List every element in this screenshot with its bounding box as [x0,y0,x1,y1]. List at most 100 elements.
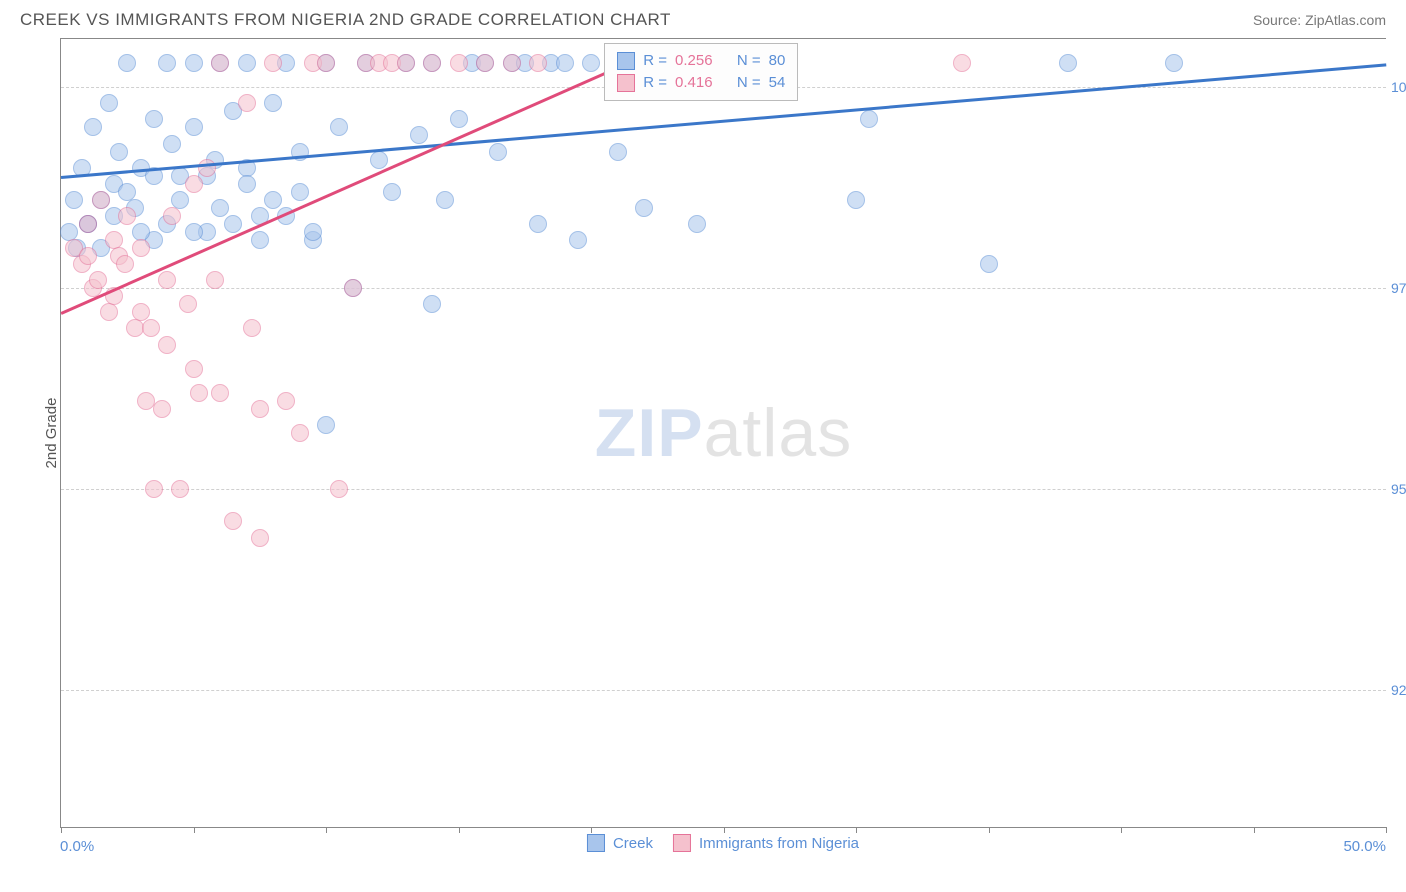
data-point [163,207,181,225]
data-point [132,239,150,257]
data-point [1059,54,1077,72]
data-point [609,143,627,161]
data-point [84,118,102,136]
data-point [142,319,160,337]
data-point [291,183,309,201]
data-point [211,199,229,217]
y-tick-label: 97.5% [1391,280,1406,296]
chart-header: CREEK VS IMMIGRANTS FROM NIGERIA 2ND GRA… [0,0,1406,38]
legend-r-value: 0.256 [675,52,713,69]
data-point [1165,54,1183,72]
data-point [163,135,181,153]
data-point [185,175,203,193]
y-tick-label: 100.0% [1391,79,1406,95]
data-point [116,255,134,273]
y-tick-label: 95.0% [1391,481,1406,497]
data-point [238,94,256,112]
legend-n-label: N = [737,52,761,69]
data-point [153,400,171,418]
data-point [132,303,150,321]
data-point [330,480,348,498]
data-point [277,392,295,410]
bottom-legend-item: Creek [587,834,653,852]
data-point [190,384,208,402]
data-point [582,54,600,72]
data-point [65,191,83,209]
legend-n-value: 80 [769,52,786,69]
data-point [118,183,136,201]
data-point [100,303,118,321]
data-point [100,94,118,112]
data-point [110,143,128,161]
legend-n-value: 54 [769,74,786,91]
legend-swatch [673,834,691,852]
data-point [304,223,322,241]
data-point [206,271,224,289]
data-point [79,215,97,233]
data-point [330,118,348,136]
data-point [397,54,415,72]
data-point [476,54,494,72]
data-point [423,295,441,313]
data-point [158,54,176,72]
chart-source: Source: ZipAtlas.com [1253,12,1386,28]
data-point [118,54,136,72]
data-point [79,247,97,265]
x-tick [1386,827,1387,833]
data-point [450,54,468,72]
data-point [179,295,197,313]
data-point [980,255,998,273]
data-point [635,199,653,217]
legend-swatch [617,74,635,92]
legend-r-value: 0.416 [675,74,713,91]
data-point [688,215,706,233]
data-point [556,54,574,72]
gridline [61,489,1386,490]
x-axis-start-label: 0.0% [60,838,94,855]
x-axis-end-label: 50.0% [1343,838,1386,855]
y-tick-label: 92.5% [1391,682,1406,698]
data-point [89,271,107,289]
data-point [370,151,388,169]
data-point [529,215,547,233]
chart-area: 2nd Grade ZIPatlas 92.5%95.0%97.5%100.0%… [60,38,1386,828]
bottom-legend-label: Immigrants from Nigeria [699,835,859,852]
watermark: ZIPatlas [595,394,852,472]
plot-region: ZIPatlas 92.5%95.0%97.5%100.0%R =0.256 N… [61,39,1386,827]
legend-box: R = 0.256 N = 80 R =0.416 N =54 [604,43,798,101]
data-point [251,400,269,418]
data-point [291,424,309,442]
data-point [953,54,971,72]
data-point [171,480,189,498]
data-point [118,207,136,225]
data-point [569,231,587,249]
data-point [224,512,242,530]
data-point [145,110,163,128]
legend-r-label: R = [643,52,667,69]
data-point [317,54,335,72]
watermark-atlas: atlas [704,395,853,471]
data-point [410,126,428,144]
gridline [61,690,1386,691]
data-point [503,54,521,72]
data-point [158,336,176,354]
legend-swatch [617,52,635,70]
watermark-zip: ZIP [595,395,704,471]
legend-row: R =0.416 N =54 [617,72,785,94]
data-point [251,231,269,249]
chart-title: CREEK VS IMMIGRANTS FROM NIGERIA 2ND GRA… [20,10,671,30]
x-axis-row: 0.0% Creek Immigrants from Nigeria 50.0% [60,828,1386,858]
trend-line [60,55,644,315]
bottom-legend-label: Creek [613,835,653,852]
data-point [436,191,454,209]
data-point [264,191,282,209]
bottom-legend-item: Immigrants from Nigeria [673,834,859,852]
data-point [185,223,203,241]
data-point [450,110,468,128]
bottom-legend: Creek Immigrants from Nigeria [587,834,859,852]
data-point [238,54,256,72]
data-point [224,215,242,233]
y-axis-label: 2nd Grade [43,398,60,469]
data-point [198,159,216,177]
data-point [423,54,441,72]
